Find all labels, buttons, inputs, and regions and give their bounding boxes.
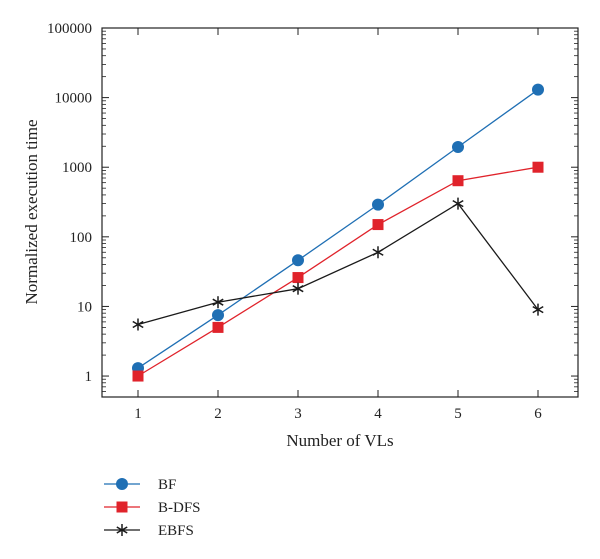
legend-entry: EBFS bbox=[104, 523, 194, 539]
data-point bbox=[132, 318, 144, 331]
legend-label: EBFS bbox=[158, 523, 194, 539]
y-axis-label: Normalized execution time bbox=[22, 119, 41, 304]
data-point bbox=[132, 370, 144, 382]
data-point bbox=[212, 296, 224, 309]
x-axis-label: Number of VLs bbox=[286, 431, 393, 450]
x-tick-label: 4 bbox=[374, 406, 382, 422]
legend-label: B-DFS bbox=[158, 500, 201, 516]
legend: BF B-DFS EBFS bbox=[104, 477, 201, 539]
y-tick-label: 10000 bbox=[55, 91, 93, 107]
data-point bbox=[292, 282, 304, 295]
y-axis: 1 10 100 1000 10000 100000 bbox=[47, 21, 578, 398]
x-axis: 1 2 3 4 5 6 bbox=[134, 28, 542, 422]
x-tick-label: 1 bbox=[134, 406, 142, 422]
data-point bbox=[372, 246, 384, 259]
data-point bbox=[372, 198, 384, 211]
series-line bbox=[137, 166, 539, 377]
data-point bbox=[452, 175, 464, 187]
data-point bbox=[452, 197, 464, 210]
legend-entry: B-DFS bbox=[104, 500, 201, 516]
series-line bbox=[137, 89, 539, 369]
legend-marker bbox=[116, 478, 128, 490]
data-point bbox=[452, 141, 464, 154]
data-point bbox=[212, 321, 224, 333]
y-tick-label: 100000 bbox=[47, 21, 92, 37]
series-b-dfs bbox=[132, 161, 544, 382]
series-bf bbox=[132, 83, 544, 375]
x-tick-label: 3 bbox=[294, 406, 302, 422]
data-point bbox=[532, 83, 544, 96]
x-tick-label: 5 bbox=[454, 406, 462, 422]
y-tick-label: 10 bbox=[77, 299, 92, 315]
data-point bbox=[532, 161, 544, 173]
x-tick-label: 2 bbox=[214, 406, 222, 422]
series-layer bbox=[132, 83, 544, 382]
series-line bbox=[137, 202, 539, 326]
data-point bbox=[292, 272, 304, 284]
legend-label: BF bbox=[158, 477, 176, 493]
series-ebfs bbox=[132, 197, 544, 331]
x-tick-label: 6 bbox=[534, 406, 542, 422]
y-tick-label: 1000 bbox=[62, 160, 92, 176]
data-point bbox=[532, 303, 544, 316]
y-tick-label: 100 bbox=[70, 230, 93, 246]
plot-area bbox=[101, 27, 579, 398]
data-point bbox=[212, 309, 224, 322]
data-point bbox=[372, 219, 384, 231]
legend-marker bbox=[116, 501, 128, 513]
data-point bbox=[292, 254, 304, 267]
legend-entry: BF bbox=[104, 477, 176, 493]
legend-marker bbox=[116, 524, 128, 536]
y-tick-label: 1 bbox=[85, 369, 93, 385]
